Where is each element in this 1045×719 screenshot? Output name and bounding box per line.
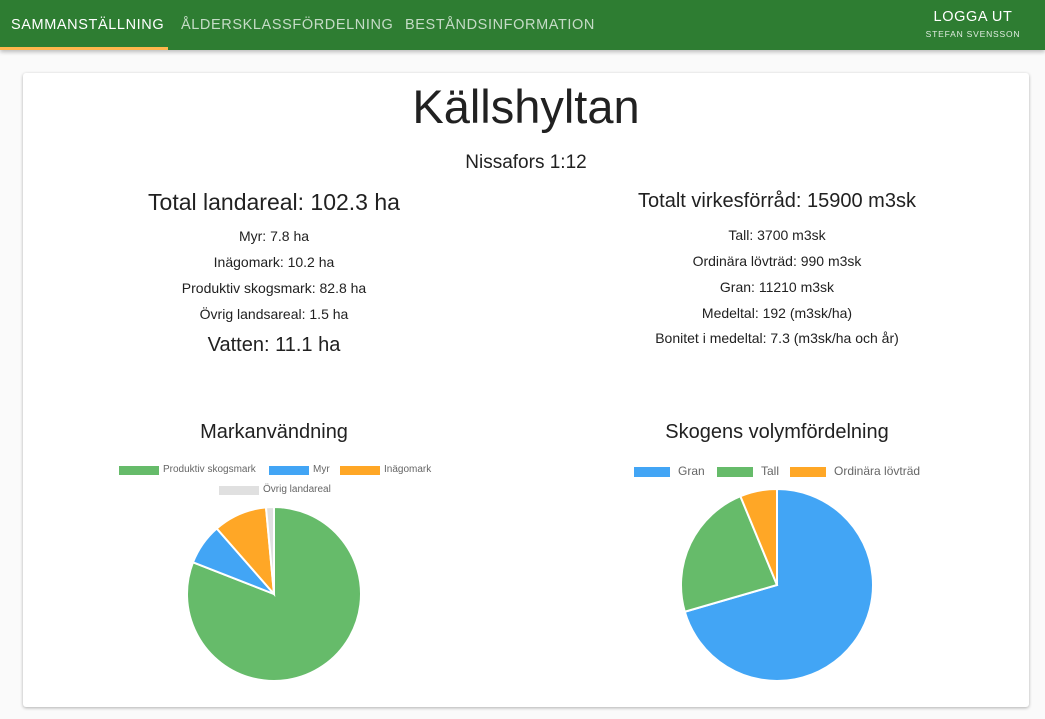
top-app-bar: SAMMANSTÄLLNING ÅLDERSKLASSFÖRDELNING BE… bbox=[0, 0, 1045, 50]
legend-label: Gran bbox=[678, 464, 705, 478]
property-designation: Nissafors 1:12 bbox=[465, 152, 587, 173]
legend-label: Inägomark bbox=[384, 464, 432, 475]
tab-sammanstallning[interactable]: SAMMANSTÄLLNING bbox=[11, 17, 165, 33]
timber-item-gran: Gran: 11210 m3sk bbox=[719, 279, 835, 295]
legend-label: Myr bbox=[313, 464, 330, 475]
summary-card: Källshyltan Nissafors 1:12 Total landare… bbox=[23, 73, 1029, 707]
legend-label: Produktiv skogsmark bbox=[163, 464, 256, 475]
logout-button[interactable]: LOGGA UT STEFAN SVENSSON bbox=[916, 6, 1030, 40]
page-title: Källshyltan bbox=[412, 80, 640, 133]
legend-swatch bbox=[269, 466, 309, 475]
legend-swatch bbox=[790, 467, 826, 477]
pie-slice-ordinara-lovtrad[interactable] bbox=[739, 487, 778, 586]
logout-label: LOGGA UT bbox=[933, 9, 1013, 25]
legend-item-ordinara-lovtrad[interactable]: Ordinära lövträd bbox=[790, 464, 930, 478]
pie-slice-tall[interactable] bbox=[680, 494, 779, 614]
legend-item-myr[interactable]: Myr bbox=[269, 463, 341, 477]
legend-swatch bbox=[119, 466, 159, 475]
user-name: STEFAN SVENSSON bbox=[925, 29, 1021, 39]
legend-swatch bbox=[634, 467, 670, 477]
timber-item-lovtrad: Ordinära lövträd: 990 m3sk bbox=[692, 253, 862, 269]
chart-land-pie bbox=[186, 505, 362, 682]
land-total: Total landareal: 102.3 ha bbox=[148, 189, 400, 215]
active-tab-indicator bbox=[0, 47, 168, 50]
land-item-inagomark: Inägomark: 10.2 ha bbox=[213, 254, 335, 270]
timber-item-medeltal: Medeltal: 192 (m3sk/ha) bbox=[701, 305, 853, 321]
legend-label: Tall bbox=[761, 464, 780, 478]
pie-slice-gran[interactable] bbox=[683, 487, 874, 682]
legend-item-inagomark[interactable]: Inägomark bbox=[340, 463, 438, 477]
legend-item-gran[interactable]: Gran bbox=[634, 464, 718, 478]
chart-volume-pie bbox=[680, 487, 874, 682]
legend-item-tall[interactable]: Tall bbox=[717, 464, 785, 478]
pie-slice-ovrig-landareal[interactable] bbox=[264, 505, 275, 595]
tab-bestandsinformation[interactable]: BESTÅNDSINFORMATION bbox=[405, 17, 595, 33]
legend-swatch bbox=[219, 486, 259, 495]
legend-swatch bbox=[717, 467, 753, 477]
timber-item-bonitet: Bonitet i medeltal: 7.3 (m3sk/ha och år) bbox=[655, 330, 899, 346]
land-item-produktiv-skogsmark: Produktiv skogsmark: 82.8 ha bbox=[181, 280, 367, 296]
land-item-ovrig: Övrig landsareal: 1.5 ha bbox=[199, 306, 349, 322]
legend-label: Övrig landareal bbox=[263, 484, 331, 495]
water-area: Vatten: 11.1 ha bbox=[207, 334, 341, 356]
legend-swatch bbox=[340, 466, 380, 475]
timber-item-tall: Tall: 3700 m3sk bbox=[728, 227, 826, 243]
chart-volume-title: Skogens volymfördelning bbox=[665, 421, 889, 443]
legend-item-produktiv-skogsmark[interactable]: Produktiv skogsmark bbox=[119, 463, 271, 477]
timber-total: Totalt virkesförråd: 15900 m3sk bbox=[638, 190, 916, 212]
legend-label: Ordinära lövträd bbox=[834, 464, 921, 478]
tab-aldersklassfordelning[interactable]: ÅLDERSKLASSFÖRDELNING bbox=[181, 17, 394, 33]
chart-land-title: Markanvändning bbox=[200, 421, 348, 443]
land-item-myr: Myr: 7.8 ha bbox=[238, 228, 310, 244]
legend-item-ovrig-landareal[interactable]: Övrig landareal bbox=[219, 483, 339, 497]
